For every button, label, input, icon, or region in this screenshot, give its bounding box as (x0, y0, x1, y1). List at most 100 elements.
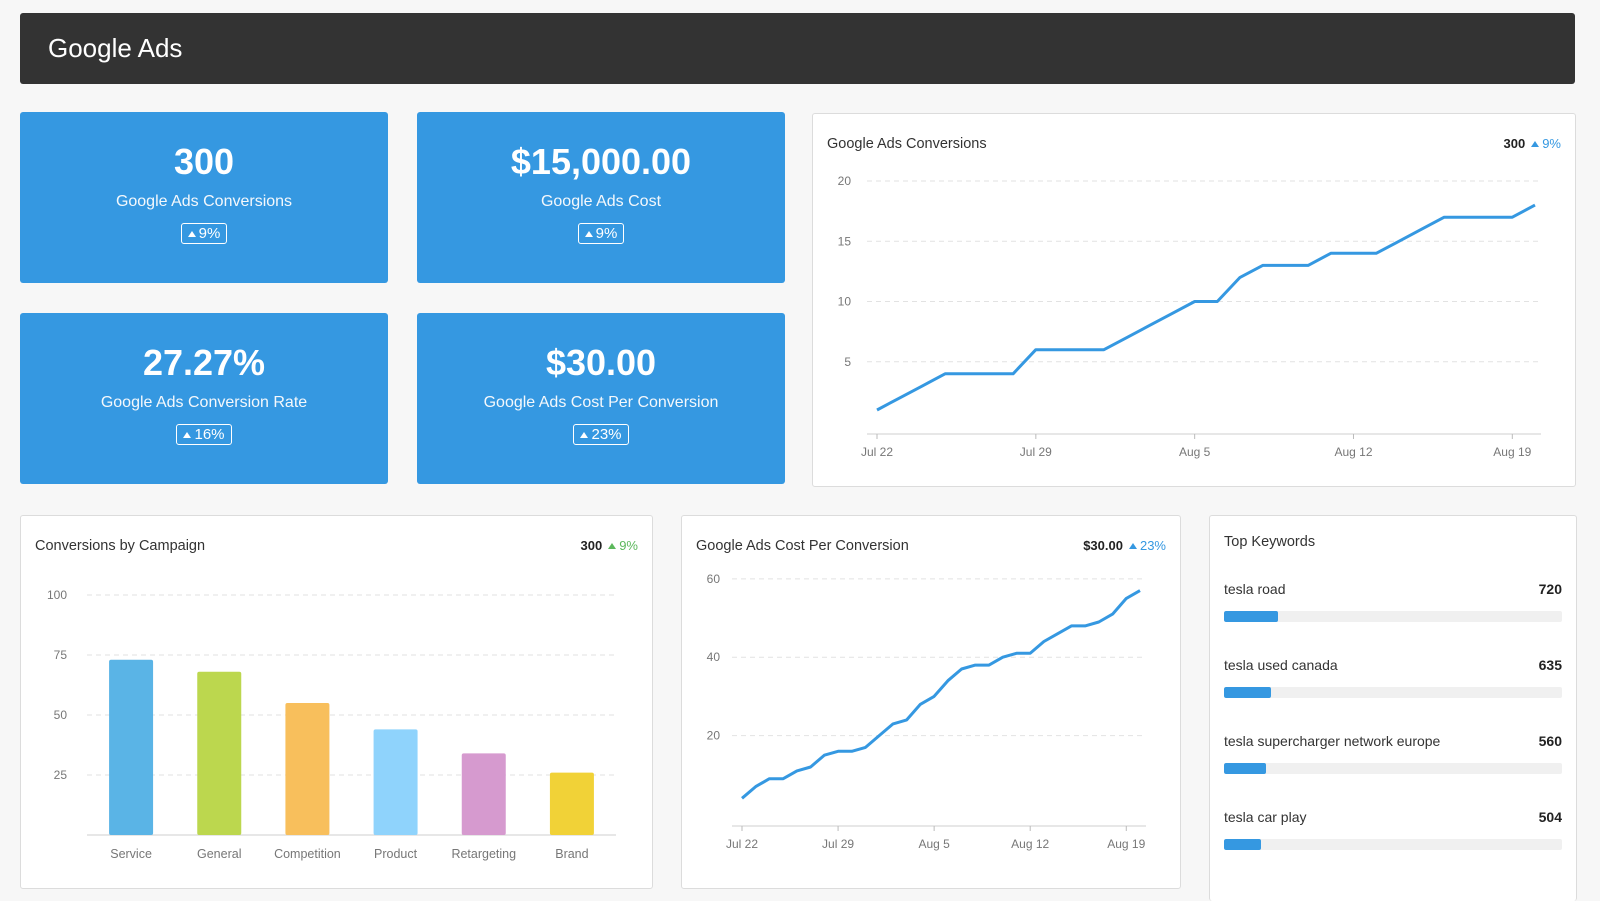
keyword-bar-fill (1224, 839, 1262, 850)
keyword-value: 635 (1538, 657, 1562, 673)
bar-brand (549, 772, 594, 835)
card-title: Top Keywords (1224, 534, 1316, 550)
card-title: Conversions by Campaign (35, 538, 206, 554)
x-tick-label: Service (110, 847, 152, 861)
campaign-chart-card: Conversions by Campaign 300 9% 25 50 75 100… (20, 515, 653, 889)
y-tick-label: 15 (838, 234, 852, 248)
x-tick-label: Jul 29 (1020, 445, 1052, 459)
keyword-bar-track (1224, 839, 1562, 850)
kpi-value: $15,000.00 (510, 141, 692, 182)
y-tick-label: 50 (54, 708, 68, 722)
dashboard-header: Google Ads (20, 13, 1575, 84)
dashboard-title: Google Ads (48, 33, 183, 63)
kpi-delta-badge: 9% (577, 223, 625, 244)
x-tick-label: Brand (555, 847, 588, 861)
cpc-line-chart[interactable]: 20 40 60 Jul 22 Jul 29 Aug 5 Aug 12 Aug 19 (682, 516, 1180, 888)
keyword-value: 504 (1538, 809, 1562, 825)
kpi-label: Google Ads Cost (540, 193, 662, 210)
summary-delta: 9% (608, 538, 638, 553)
kpi-cost-per-conversion[interactable]: $30.00 Google Ads Cost Per Conversion 23… (417, 313, 785, 484)
kpi-conversions[interactable]: 300 Google Ads Conversions 9% (20, 112, 388, 283)
x-tick-label: Retargeting (451, 847, 516, 861)
bar-retargeting (461, 753, 506, 835)
summary-delta-text: 9% (619, 538, 638, 553)
bar-service (109, 659, 154, 835)
x-tick-label: Competition (274, 847, 341, 861)
bar-general (197, 671, 242, 835)
x-tick-label: Aug 5 (1179, 445, 1211, 459)
kpi-delta: 23% (591, 426, 622, 443)
kpi-conversion-rate[interactable]: 27.27% Google Ads Conversion Rate 16% (20, 313, 388, 484)
keyword-bar-track (1224, 611, 1562, 622)
card-summary: 300 9% (1504, 136, 1562, 151)
x-tick-label: Aug 19 (1107, 837, 1145, 851)
x-tick-label: General (197, 847, 241, 861)
card-title: Google Ads Conversions (827, 136, 987, 152)
top-keywords-card: Top Keywords tesla road 720 tesla used can… (1209, 515, 1577, 901)
y-tick-label: 10 (838, 295, 852, 309)
kpi-label: Google Ads Cost Per Conversion (483, 394, 719, 411)
keyword-bar-fill (1224, 611, 1279, 622)
x-tick-label: Aug 19 (1493, 445, 1531, 459)
keyword-value: 720 (1538, 581, 1562, 597)
y-tick-label: 20 (707, 729, 721, 743)
y-tick-label: 100 (47, 588, 67, 602)
campaign-bar-chart[interactable]: 25 50 75 100 Service General Competition Produc… (21, 516, 652, 888)
arrow-up-icon (1531, 140, 1540, 147)
kpi-value: 300 (173, 141, 235, 182)
y-tick-label: 75 (54, 648, 68, 662)
keyword-label: tesla supercharger network europe (1224, 733, 1441, 749)
x-tick-label: Product (374, 847, 418, 861)
y-tick-label: 25 (54, 768, 68, 782)
cpc-chart-card: Google Ads Cost Per Conversion $30.00 23… (681, 515, 1181, 889)
conversions-chart-card: Google Ads Conversions 300 9% 5 10 15 20 Jul… (812, 113, 1576, 487)
x-tick-label: Jul 22 (726, 837, 758, 851)
bar-product (373, 729, 418, 835)
card-summary: 300 9% (581, 538, 639, 553)
summary-value: 300 (1503, 136, 1526, 151)
keyword-bar-track (1224, 687, 1562, 698)
kpi-label: Google Ads Conversion Rate (100, 394, 308, 411)
kpi-delta: 9% (198, 225, 221, 242)
y-tick-label: 5 (844, 355, 851, 369)
x-tick-label: Jul 29 (822, 837, 854, 851)
y-tick-label: 60 (707, 572, 721, 586)
series-line (741, 589, 1141, 800)
keyword-bar-track (1224, 763, 1562, 774)
kpi-delta: 16% (194, 426, 225, 443)
kpi-value: 27.27% (142, 342, 266, 383)
summary-value: 300 (580, 538, 603, 553)
kpi-value: $30.00 (545, 342, 657, 383)
summary-value: $30.00 (1083, 538, 1123, 553)
arrow-up-icon (1128, 542, 1137, 549)
x-tick-label: Aug 12 (1334, 445, 1372, 459)
summary-delta: 23% (1128, 538, 1166, 553)
conversions-line-chart[interactable]: 5 10 15 20 Jul 22 Jul 29 Aug 5 Aug 12 Aug 19 (813, 114, 1575, 486)
kpi-cost[interactable]: $15,000.00 Google Ads Cost 9% (417, 112, 785, 283)
y-tick-label: 40 (707, 650, 721, 664)
x-tick-label: Jul 22 (861, 445, 893, 459)
keyword-label: tesla car play (1224, 809, 1307, 825)
kpi-delta: 9% (595, 225, 618, 242)
keyword-value: 560 (1538, 733, 1562, 749)
kpi-delta-badge: 16% (176, 424, 232, 445)
card-title: Google Ads Cost Per Conversion (696, 538, 909, 554)
arrow-up-icon (584, 230, 593, 237)
keyword-label: tesla road (1224, 581, 1286, 597)
keyword-bar-fill (1224, 763, 1267, 774)
kpi-delta-badge: 9% (180, 223, 228, 244)
summary-delta: 9% (1531, 136, 1561, 151)
arrow-up-icon (187, 230, 196, 237)
keyword-bar-fill (1224, 687, 1272, 698)
y-tick-label: 20 (838, 174, 852, 188)
x-tick-label: Aug 12 (1011, 837, 1049, 851)
summary-delta-text: 23% (1139, 538, 1166, 553)
series-line (876, 203, 1536, 412)
card-summary: $30.00 23% (1083, 538, 1166, 553)
summary-delta-text: 9% (1542, 136, 1561, 151)
x-tick-label: Aug 5 (918, 837, 950, 851)
arrow-up-icon (580, 431, 589, 438)
bar-competition (285, 703, 330, 835)
arrow-up-icon (183, 431, 192, 438)
kpi-delta-badge: 23% (573, 424, 629, 445)
